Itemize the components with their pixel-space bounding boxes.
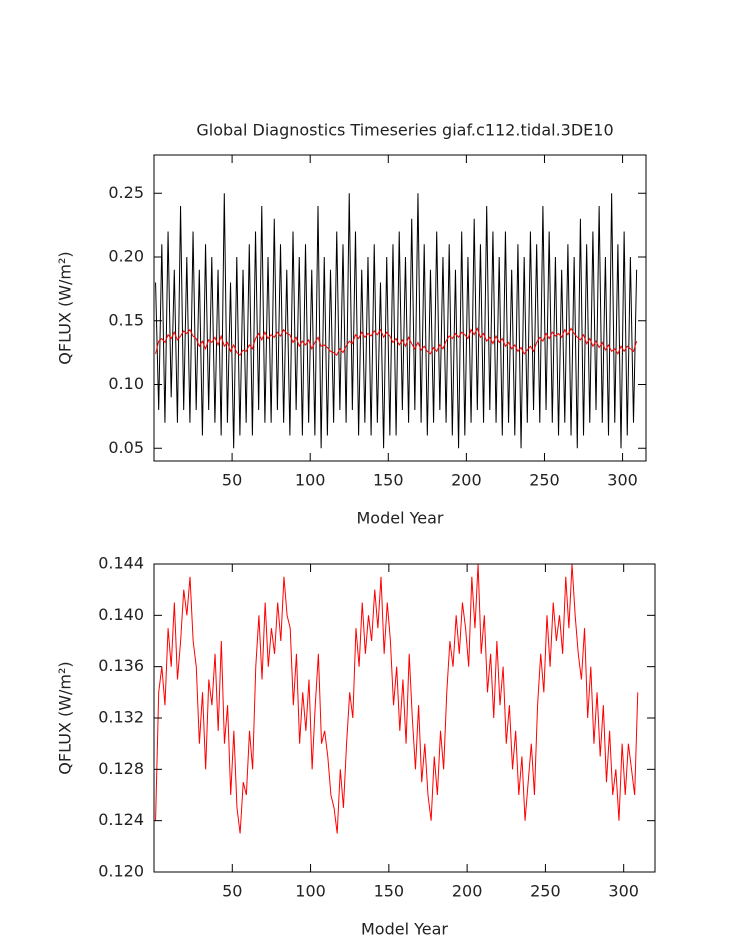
y-tick-label: 0.144 [98, 554, 144, 573]
x-tick-label: 50 [222, 882, 242, 901]
y-tick-label: 0.128 [98, 759, 144, 778]
series-line [155, 193, 638, 449]
y-tick-label: 0.124 [98, 810, 144, 829]
y-tick-label: 0.05 [108, 438, 144, 457]
plot-frame [153, 154, 647, 462]
y-tick-label: 0.132 [98, 708, 144, 727]
x-tick-label: 300 [607, 471, 638, 490]
y-axis-label: QFLUX (W/m²) [56, 661, 75, 774]
x-tick-label: 100 [295, 471, 326, 490]
y-tick-label: 0.136 [98, 656, 144, 675]
plot-area [155, 193, 638, 449]
x-tick-label: 250 [530, 882, 561, 901]
y-tick-label: 0.20 [108, 247, 144, 266]
chart-title: Global Diagnostics Timeseries giaf.c112.… [196, 121, 613, 140]
x-tick-label: 200 [451, 471, 482, 490]
series-line [155, 564, 639, 834]
y-tick-label: 0.140 [98, 605, 144, 624]
y-tick-label: 0.25 [108, 183, 144, 202]
y-tick-label: 0.15 [108, 310, 144, 329]
x-tick-label: 300 [608, 882, 639, 901]
y-axis-label: QFLUX (W/m²) [56, 251, 75, 364]
x-tick-label: 100 [295, 882, 326, 901]
plot-area [155, 564, 639, 834]
x-tick-label: 150 [373, 471, 404, 490]
y-tick-label: 0.10 [108, 374, 144, 393]
x-tick-label: 200 [452, 882, 483, 901]
x-axis-label: Model Year [361, 920, 448, 939]
y-tick-label: 0.120 [98, 862, 144, 881]
x-axis-label: Model Year [357, 509, 444, 528]
series-line [155, 327, 638, 356]
x-tick-label: 50 [222, 471, 242, 490]
x-tick-label: 150 [374, 882, 405, 901]
x-tick-label: 250 [529, 471, 560, 490]
